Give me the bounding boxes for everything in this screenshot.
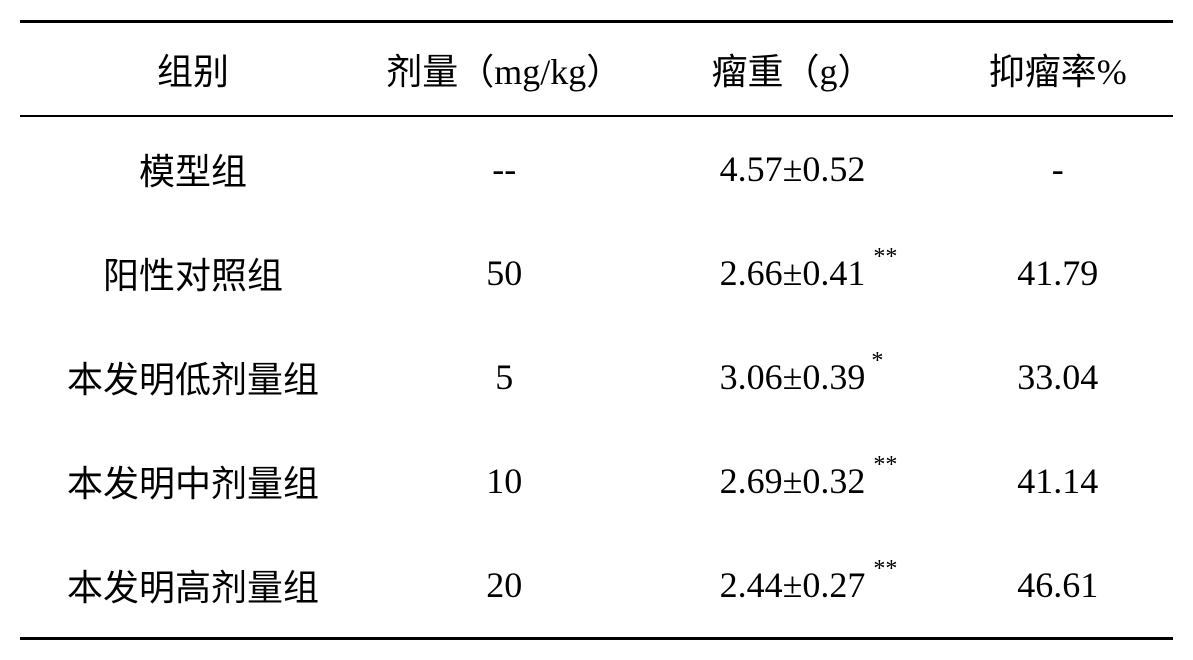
weight-text: 2.69±0.32: [720, 461, 866, 501]
cell-weight: 2.69±0.32 **: [643, 429, 943, 533]
cell-weight: 2.66±0.41 **: [643, 221, 943, 325]
weight-value: 2.44±0.27 **: [720, 564, 866, 606]
weight-superscript: **: [873, 452, 897, 479]
header-group: 组别: [20, 22, 366, 117]
weight-value: 2.69±0.32 **: [720, 460, 866, 502]
cell-dose: 10: [366, 429, 643, 533]
cell-group: 本发明中剂量组: [20, 429, 366, 533]
weight-text: 3.06±0.39: [720, 357, 866, 397]
weight-superscript: **: [873, 244, 897, 271]
cell-dose: 50: [366, 221, 643, 325]
weight-superscript: **: [873, 556, 897, 583]
table-row: 本发明低剂量组 5 3.06±0.39 * 33.04: [20, 325, 1173, 429]
weight-text: 2.66±0.41: [720, 253, 866, 293]
cell-rate: 46.61: [942, 533, 1173, 639]
table-row: 本发明中剂量组 10 2.69±0.32 ** 41.14: [20, 429, 1173, 533]
cell-rate: 41.14: [942, 429, 1173, 533]
cell-rate: 41.79: [942, 221, 1173, 325]
weight-value: 2.66±0.41 **: [720, 252, 866, 294]
table-row: 本发明高剂量组 20 2.44±0.27 ** 46.61: [20, 533, 1173, 639]
cell-dose: 5: [366, 325, 643, 429]
cell-rate: -: [942, 116, 1173, 221]
weight-value: 4.57±0.52: [720, 148, 866, 190]
cell-weight: 4.57±0.52: [643, 116, 943, 221]
header-rate: 抑瘤率%: [942, 22, 1173, 117]
weight-text: 4.57±0.52: [720, 149, 866, 189]
header-dose: 剂量（mg/kg）: [366, 22, 643, 117]
cell-group: 模型组: [20, 116, 366, 221]
cell-weight: 3.06±0.39 *: [643, 325, 943, 429]
table-row: 阳性对照组 50 2.66±0.41 ** 41.79: [20, 221, 1173, 325]
cell-rate: 33.04: [942, 325, 1173, 429]
cell-group: 本发明高剂量组: [20, 533, 366, 639]
cell-dose: 20: [366, 533, 643, 639]
cell-group: 阳性对照组: [20, 221, 366, 325]
weight-value: 3.06±0.39 *: [720, 356, 866, 398]
cell-dose: --: [366, 116, 643, 221]
cell-weight: 2.44±0.27 **: [643, 533, 943, 639]
data-table-container: 组别 剂量（mg/kg） 瘤重（g） 抑瘤率% 模型组 -- 4.57±0.52…: [20, 20, 1173, 640]
cell-group: 本发明低剂量组: [20, 325, 366, 429]
table-header-row: 组别 剂量（mg/kg） 瘤重（g） 抑瘤率%: [20, 22, 1173, 117]
table-header: 组别 剂量（mg/kg） 瘤重（g） 抑瘤率%: [20, 22, 1173, 117]
table-body: 模型组 -- 4.57±0.52 - 阳性对照组 50 2.66±0.41 **: [20, 116, 1173, 639]
table-row: 模型组 -- 4.57±0.52 -: [20, 116, 1173, 221]
weight-text: 2.44±0.27: [720, 565, 866, 605]
header-weight: 瘤重（g）: [643, 22, 943, 117]
weight-superscript: *: [871, 348, 883, 375]
data-table: 组别 剂量（mg/kg） 瘤重（g） 抑瘤率% 模型组 -- 4.57±0.52…: [20, 20, 1173, 640]
